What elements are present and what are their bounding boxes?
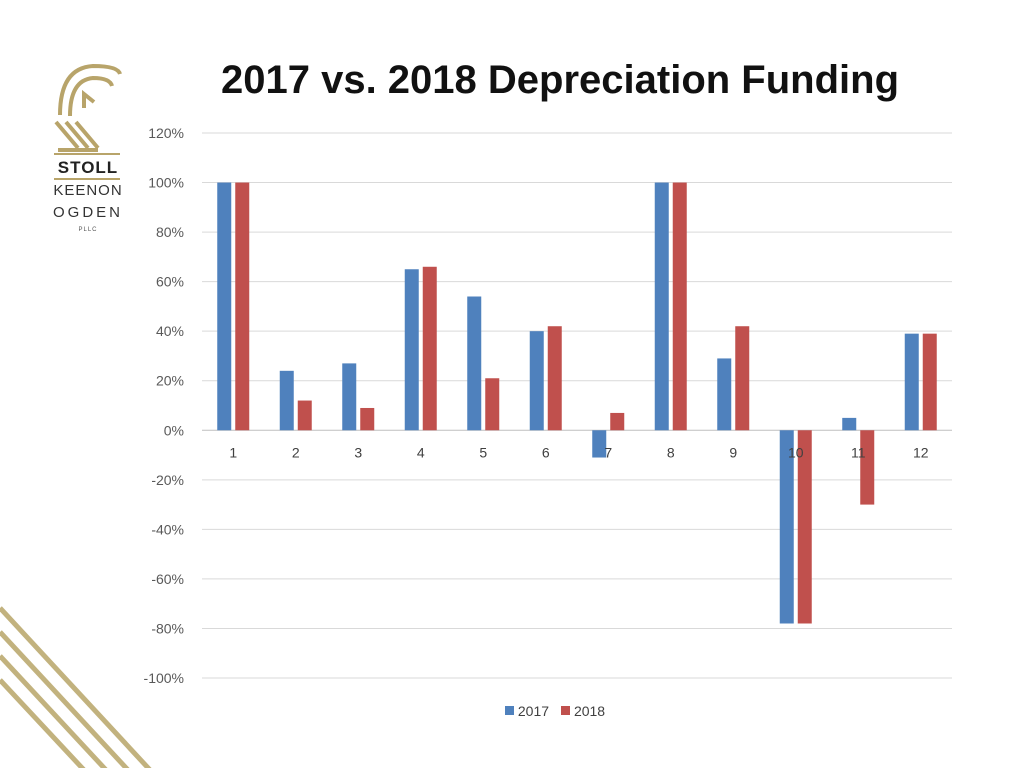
y-tick-label: 120% — [148, 125, 184, 141]
bar-2017-7 — [592, 430, 607, 458]
bar-2017-4 — [404, 269, 419, 431]
x-tick-label: 2 — [292, 444, 300, 460]
legend-swatch-2018 — [560, 706, 570, 715]
x-tick-label: 1 — [229, 444, 237, 460]
y-tick-label: -40% — [151, 521, 184, 537]
bar-2017-3 — [342, 363, 357, 431]
depreciation-bar-chart: 120% 100% 80% 60% 40% 20% 0% -20% -40% -60% -80% -1… — [144, 125, 952, 686]
bar-2018-2 — [297, 400, 312, 431]
x-tick-label: 10 — [788, 444, 804, 460]
logo-rule-top — [54, 153, 120, 155]
logo-emblem-icon — [54, 63, 122, 152]
y-tick-label: -80% — [151, 620, 184, 636]
x-tick-label: 3 — [354, 444, 362, 460]
company-logo: STOLL KEENON OGDEN PLLC — [48, 60, 128, 240]
bar-2017-8 — [654, 182, 669, 431]
bar-2017-1 — [217, 182, 232, 431]
bar-2017-9 — [717, 358, 732, 431]
bar-2017-11 — [842, 417, 857, 431]
bar-2018-10 — [797, 430, 812, 624]
legend-item-2018: 2018 — [560, 702, 606, 719]
x-tick-label: 4 — [417, 444, 425, 460]
bar-2018-3 — [360, 407, 375, 431]
bar-2018-12 — [922, 333, 937, 431]
bar-2017-12 — [904, 333, 919, 431]
bar-2017-10 — [779, 430, 794, 624]
bar-2018-6 — [547, 326, 562, 431]
y-tick-label: 40% — [156, 323, 184, 339]
x-tick-label: 7 — [604, 444, 612, 460]
legend-item-2017: 2017 — [504, 702, 550, 719]
bar-2018-7 — [610, 412, 625, 431]
slide-title: 2017 vs. 2018 Depreciation Funding — [220, 58, 900, 102]
x-tick-label: 8 — [667, 444, 675, 460]
y-tick-label: 0% — [164, 422, 184, 438]
x-tick-label: 12 — [913, 444, 929, 460]
bar-2018-5 — [485, 378, 500, 431]
y-tick-label: 20% — [156, 373, 184, 389]
logo-line-ogden: OGDEN — [52, 204, 123, 221]
bar-2018-8 — [672, 182, 687, 431]
logo-line-keenon: KEENON — [53, 182, 123, 199]
x-tick-label: 11 — [851, 444, 866, 460]
y-tick-label: -60% — [151, 571, 184, 587]
bar-2018-4 — [422, 266, 437, 431]
bar-2018-9 — [735, 326, 750, 431]
logo-rule-middle — [54, 178, 120, 180]
bar-2017-2 — [279, 370, 294, 431]
chart-legend: 2017 2018 — [0, 702, 1024, 719]
y-tick-label: 100% — [148, 175, 184, 191]
bar-2017-6 — [529, 331, 544, 431]
bar-2018-1 — [235, 182, 250, 431]
legend-label-2017: 2017 — [517, 702, 550, 719]
logo-line-pllc: PLLC — [78, 227, 98, 233]
corner-stripes-decoration — [0, 606, 152, 768]
x-tick-label: 6 — [542, 444, 550, 460]
bar-2017-5 — [467, 296, 482, 431]
x-tick-label: 9 — [729, 444, 737, 460]
y-tick-label: 60% — [156, 274, 184, 290]
legend-label-2018: 2018 — [573, 702, 606, 719]
logo-line-stoll: STOLL — [57, 158, 119, 177]
y-tick-label: 80% — [156, 224, 184, 240]
bar-2018-11 — [860, 430, 875, 505]
y-tick-label: -20% — [151, 472, 184, 488]
x-tick-label: 5 — [479, 444, 487, 460]
y-tick-label: -100% — [144, 670, 184, 686]
legend-swatch-2017 — [504, 706, 514, 715]
